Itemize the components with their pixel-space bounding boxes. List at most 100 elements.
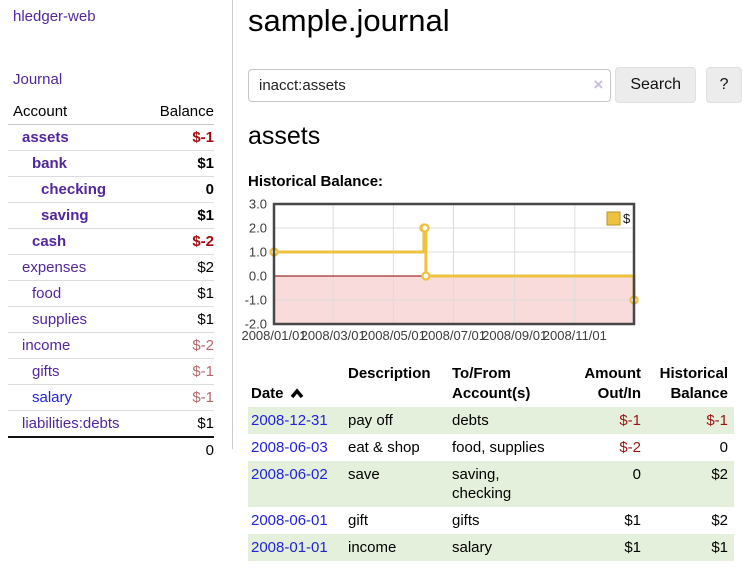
accounts-total-value: 0 <box>146 436 214 463</box>
sidebar-account-link[interactable]: supplies <box>32 311 88 328</box>
account-heading: assets <box>248 122 321 150</box>
register-header-amount: Amount Out/In <box>584 365 641 402</box>
account-balance: $1 <box>146 202 214 229</box>
register-accounts-cell: food, supplies <box>452 439 545 456</box>
search-form: × Search ? <box>248 67 742 103</box>
register-balance-cell: 0 <box>719 439 728 456</box>
register-date-cell: 2008-12-31 <box>248 407 345 434</box>
svg-text:2008/07/01: 2008/07/01 <box>421 328 486 343</box>
sort-ascending-icon <box>290 388 303 399</box>
app-brand-link[interactable]: hledger-web <box>13 8 96 25</box>
sidebar-account-link[interactable]: gifts <box>32 363 60 380</box>
register-balance-cell: $2 <box>711 466 728 483</box>
table-row: 2008-12-31 pay off debts $-1 $-1 <box>248 407 734 434</box>
sidebar-account-link[interactable]: cash <box>32 233 67 250</box>
transaction-date-link[interactable]: 2008-06-01 <box>251 512 328 529</box>
register-description-cell: pay off <box>348 412 393 429</box>
account-row: expenses $2 <box>8 254 214 281</box>
svg-text:2.0: 2.0 <box>249 221 267 236</box>
register-description-cell: income <box>348 539 397 556</box>
account-balance: $2 <box>146 254 214 281</box>
register-header-balance: Historical Balance <box>659 365 728 402</box>
sidebar-account-link[interactable]: liabilities:debts <box>22 415 120 432</box>
search-button[interactable]: Search <box>615 67 697 103</box>
account-row: cash $-2 <box>8 228 214 255</box>
account-row: saving $1 <box>8 202 214 229</box>
sidebar: hledger-web Journal Account Balance asse… <box>0 0 233 463</box>
transaction-date-link[interactable]: 2008-12-31 <box>251 412 328 429</box>
account-row: salary $-1 <box>8 384 214 411</box>
svg-text:-1.0: -1.0 <box>245 293 267 308</box>
transaction-date-link[interactable]: 2008-01-01 <box>251 539 328 556</box>
sidebar-item-journal[interactable]: Journal <box>13 71 63 88</box>
table-row: 2008-06-03 eat & shop food, supplies $-2 0 <box>248 434 734 461</box>
account-balance: $-2 <box>146 332 214 359</box>
sidebar-account-link[interactable]: income <box>22 337 71 354</box>
clear-search-icon[interactable]: × <box>593 75 604 94</box>
svg-text:1.0: 1.0 <box>249 245 267 260</box>
register-header-description: Description <box>348 365 431 382</box>
register-description-cell: eat & shop <box>348 439 420 456</box>
register-description-cell: save <box>348 466 380 483</box>
svg-text:2008/05/01: 2008/05/01 <box>361 328 426 343</box>
accounts-header-balance: Balance <box>146 99 214 125</box>
register-balance-cell: $2 <box>711 512 728 529</box>
account-balance: $1 <box>146 306 214 333</box>
register-balance-cell: $1 <box>711 539 728 556</box>
account-balance: $-2 <box>146 228 214 255</box>
svg-text:2008/01/01: 2008/01/01 <box>241 328 306 343</box>
register-table: Date Description To/From Account(s) Amou… <box>248 361 734 561</box>
accounts-header-account: Account <box>8 99 147 125</box>
account-row: gifts $-1 <box>8 358 214 385</box>
transaction-date-link[interactable]: 2008-06-03 <box>251 439 328 456</box>
account-row: bank $1 <box>8 150 214 177</box>
search-input-wrap: × <box>248 69 612 102</box>
account-balance: $1 <box>146 150 214 177</box>
svg-text:3.0: 3.0 <box>249 197 267 212</box>
register-header-date[interactable]: Date <box>248 361 345 407</box>
register-header-row: Date Description To/From Account(s) Amou… <box>248 361 734 407</box>
sidebar-account-link[interactable]: expenses <box>22 259 87 276</box>
account-balance: $1 <box>146 410 214 437</box>
register-accounts-cell: gifts <box>452 512 480 529</box>
register-balance-cell: $-1 <box>706 412 728 429</box>
register-tbody: 2008-12-31 pay off debts $-1 $-1 2008-06-03 ea… <box>248 407 734 561</box>
sidebar-account-link[interactable]: assets <box>22 129 69 146</box>
account-balance: $-1 <box>146 358 214 385</box>
sidebar-account-link[interactable]: bank <box>32 155 68 172</box>
sidebar-account-link[interactable]: food <box>32 285 62 302</box>
account-row: checking 0 <box>8 176 214 203</box>
balance-chart: 3.0 2.0 1.0 0.0 -1.0 -2.0 2008/01/01 2008/03/01… <box>241 196 642 346</box>
help-button[interactable]: ? <box>706 67 742 103</box>
sidebar-account-link[interactable]: saving <box>41 207 89 224</box>
legend-label: $ <box>623 211 631 226</box>
svg-text:0.0: 0.0 <box>249 269 267 284</box>
svg-text:2008/09/01: 2008/09/01 <box>482 328 547 343</box>
svg-text:-2.0: -2.0 <box>245 317 267 332</box>
register-accounts-cell: salary <box>452 539 493 556</box>
register-amount-cell: $1 <box>624 539 641 556</box>
account-balance: $-1 <box>192 129 214 146</box>
transaction-date-link[interactable]: 2008-06-02 <box>251 466 328 483</box>
table-row: 2008-06-01 gift gifts $1 $2 <box>248 507 734 534</box>
accounts-tbody: assets $-1 bank $1 checking 0 saving $1 cash $-2 e… <box>8 125 214 437</box>
accounts-header-row: Account Balance <box>8 99 214 125</box>
register-amount-cell: $-2 <box>619 439 641 456</box>
main-content: sample.journal × Search ? assets Histori… <box>241 0 742 582</box>
accounts-table: Account Balance assets $-1 bank $1 checking 0… <box>8 99 214 463</box>
svg-text:2008/11/01: 2008/11/01 <box>543 328 607 343</box>
table-row: 2008-01-01 income salary $1 $1 <box>248 534 734 561</box>
sidebar-account-link[interactable]: checking <box>41 181 107 198</box>
accounts-total-spacer <box>8 436 147 463</box>
register-date-cell: 2008-01-01 <box>248 534 345 561</box>
search-input[interactable] <box>248 69 612 102</box>
svg-text:2008/03/01: 2008/03/01 <box>301 328 366 343</box>
table-row: 2008-06-02 save saving, checking 0 $2 <box>248 461 734 507</box>
register-date-cell: 2008-06-02 <box>248 461 345 507</box>
account-row: liabilities:debts $1 <box>8 410 214 437</box>
register-accounts-cell: saving, checking <box>452 466 512 502</box>
sidebar-account-link[interactable]: salary <box>32 389 73 406</box>
account-balance: $1 <box>146 280 214 307</box>
account-row: food $1 <box>8 280 214 307</box>
accounts-total-row: 0 <box>8 436 214 463</box>
